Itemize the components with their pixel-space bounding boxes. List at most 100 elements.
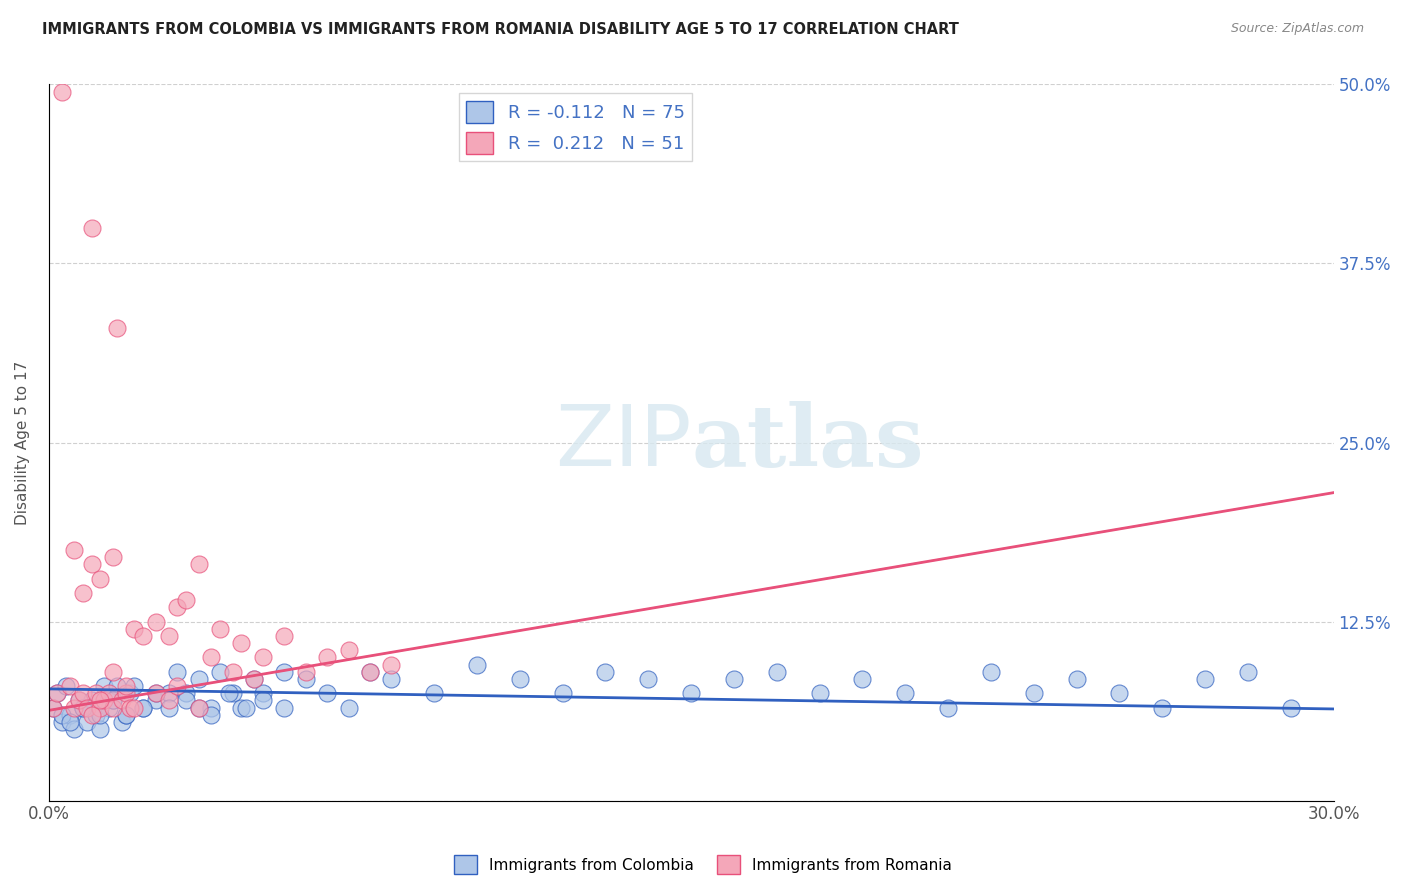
Point — [89, 722, 111, 736]
Text: Source: ZipAtlas.com: Source: ZipAtlas.com — [1230, 22, 1364, 36]
Point — [808, 686, 831, 700]
Point — [252, 693, 274, 707]
Point — [273, 665, 295, 679]
Point — [174, 693, 197, 707]
Point — [51, 714, 73, 729]
Point — [157, 686, 180, 700]
Point — [72, 700, 94, 714]
Point — [89, 693, 111, 707]
Point — [114, 686, 136, 700]
Point — [316, 650, 339, 665]
Point — [105, 679, 128, 693]
Point — [1108, 686, 1130, 700]
Point — [273, 700, 295, 714]
Point — [235, 700, 257, 714]
Point — [42, 700, 65, 714]
Point — [42, 700, 65, 714]
Point — [72, 586, 94, 600]
Point — [316, 686, 339, 700]
Point — [509, 672, 531, 686]
Point — [89, 572, 111, 586]
Point — [46, 686, 69, 700]
Point — [93, 679, 115, 693]
Point — [46, 686, 69, 700]
Text: ZIP: ZIP — [554, 401, 692, 484]
Point — [209, 622, 232, 636]
Point — [76, 714, 98, 729]
Point — [101, 665, 124, 679]
Point — [894, 686, 917, 700]
Point — [423, 686, 446, 700]
Point — [294, 665, 316, 679]
Point — [124, 679, 146, 693]
Point — [67, 693, 90, 707]
Point — [359, 665, 381, 679]
Point — [187, 700, 209, 714]
Point — [1152, 700, 1174, 714]
Point — [166, 679, 188, 693]
Point — [1237, 665, 1260, 679]
Point — [132, 700, 155, 714]
Point — [380, 672, 402, 686]
Point — [124, 622, 146, 636]
Legend: R = -0.112   N = 75, R =  0.212   N = 51: R = -0.112 N = 75, R = 0.212 N = 51 — [458, 94, 692, 161]
Point — [359, 665, 381, 679]
Point — [93, 693, 115, 707]
Point — [114, 707, 136, 722]
Point — [337, 643, 360, 657]
Point — [72, 686, 94, 700]
Point — [114, 707, 136, 722]
Point — [63, 722, 86, 736]
Point — [80, 693, 103, 707]
Text: atlas: atlas — [692, 401, 924, 484]
Point — [980, 665, 1002, 679]
Point — [465, 657, 488, 672]
Point — [243, 672, 266, 686]
Point — [174, 593, 197, 607]
Point — [231, 700, 253, 714]
Point — [101, 700, 124, 714]
Point — [1279, 700, 1302, 714]
Point — [59, 714, 82, 729]
Point — [166, 600, 188, 615]
Point — [101, 693, 124, 707]
Point — [145, 693, 167, 707]
Point — [124, 700, 146, 714]
Point — [80, 220, 103, 235]
Point — [157, 693, 180, 707]
Point — [76, 700, 98, 714]
Point — [252, 686, 274, 700]
Point — [157, 700, 180, 714]
Point — [252, 650, 274, 665]
Point — [114, 679, 136, 693]
Point — [63, 700, 86, 714]
Point — [200, 700, 222, 714]
Text: IMMIGRANTS FROM COLOMBIA VS IMMIGRANTS FROM ROMANIA DISABILITY AGE 5 TO 17 CORRE: IMMIGRANTS FROM COLOMBIA VS IMMIGRANTS F… — [42, 22, 959, 37]
Point — [145, 686, 167, 700]
Point — [55, 679, 77, 693]
Point — [145, 615, 167, 629]
Point — [110, 714, 132, 729]
Y-axis label: Disability Age 5 to 17: Disability Age 5 to 17 — [15, 360, 30, 524]
Point — [200, 707, 222, 722]
Point — [187, 700, 209, 714]
Point — [59, 679, 82, 693]
Point — [51, 85, 73, 99]
Point — [851, 672, 873, 686]
Point — [595, 665, 617, 679]
Point — [63, 543, 86, 558]
Point — [89, 707, 111, 722]
Point — [222, 686, 245, 700]
Point — [551, 686, 574, 700]
Point — [101, 550, 124, 565]
Point — [765, 665, 787, 679]
Point — [132, 700, 155, 714]
Point — [59, 707, 82, 722]
Point — [51, 707, 73, 722]
Point — [80, 707, 103, 722]
Point — [97, 700, 120, 714]
Point — [166, 665, 188, 679]
Point — [209, 665, 232, 679]
Point — [80, 558, 103, 572]
Point — [723, 672, 745, 686]
